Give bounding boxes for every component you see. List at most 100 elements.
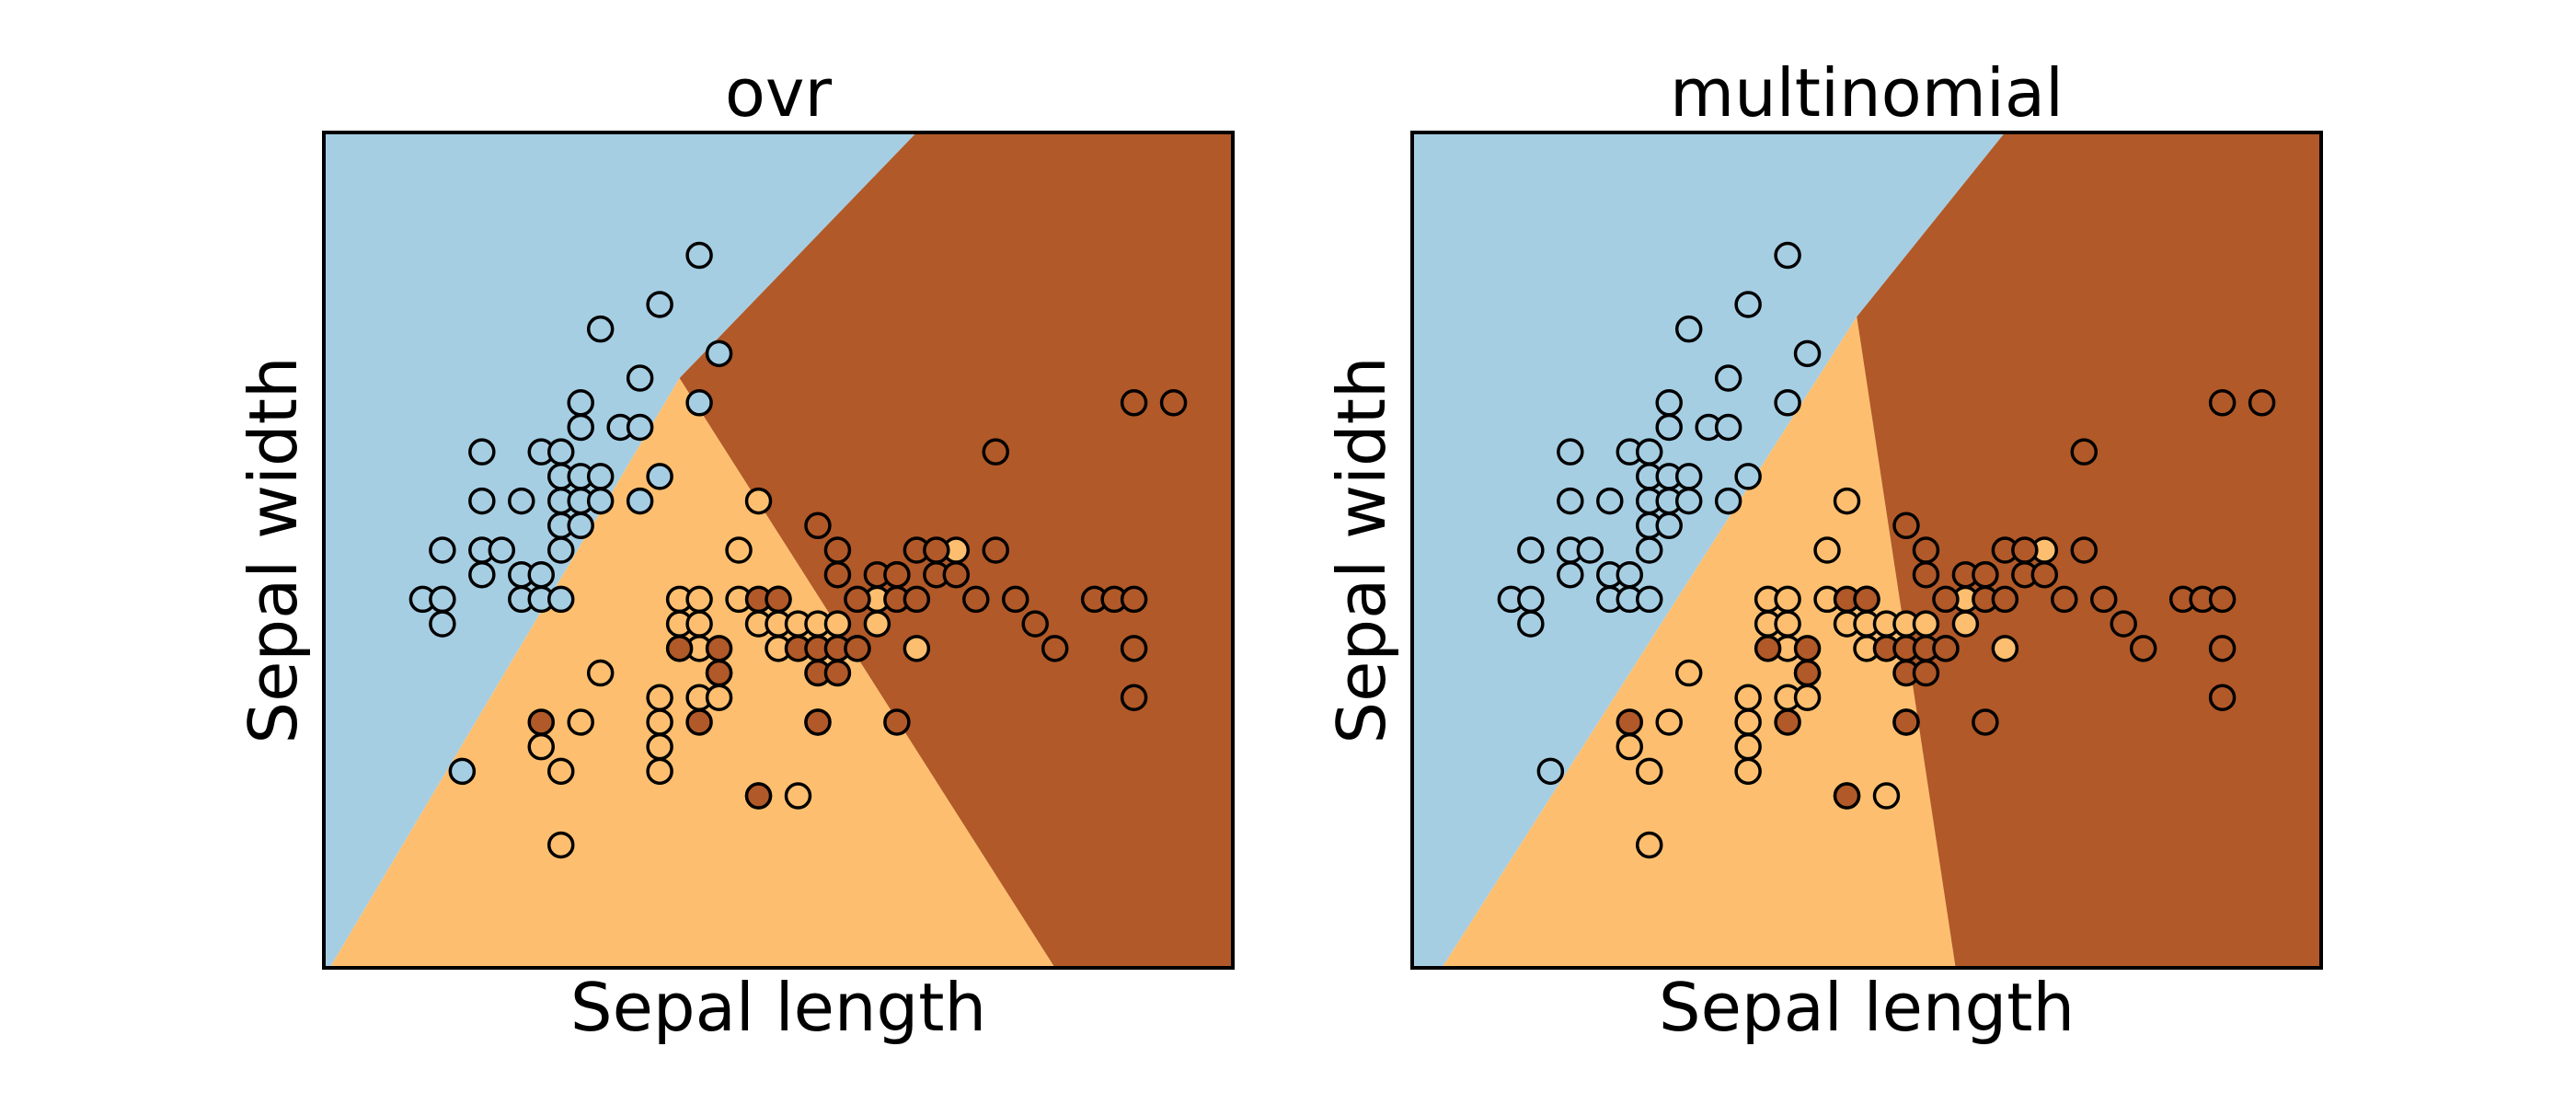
multinomial-data-point	[1734, 708, 1762, 736]
ovr-data-point	[429, 585, 456, 614]
multinomial-data-point	[2129, 635, 2157, 662]
multinomial-data-point	[1674, 315, 1703, 343]
multinomial-data-point	[1635, 831, 1663, 859]
ovr-decision-regions	[324, 132, 1233, 968]
multinomial-data-point	[1655, 389, 1683, 417]
multinomial-data-point	[1517, 610, 1545, 638]
multinomial-data-point	[1912, 610, 1940, 638]
ovr-data-point	[685, 708, 713, 736]
multinomial-y-axis-label: Sepal width	[1323, 356, 1400, 743]
ovr-data-point	[705, 339, 733, 368]
multinomial-data-point	[1833, 782, 1861, 810]
ovr-data-point	[1120, 585, 1148, 614]
multinomial-data-point	[1872, 782, 1901, 810]
multinomial-data-point	[1892, 708, 1920, 736]
ovr-data-point	[626, 487, 654, 515]
multinomial-data-point	[1774, 610, 1801, 638]
multinomial-title: multinomial	[1670, 54, 2064, 132]
ovr-region-class-1	[329, 378, 1055, 968]
ovr-data-point	[546, 438, 575, 466]
multinomial-data-point	[1991, 635, 2019, 662]
ovr-data-point	[527, 732, 556, 761]
ovr-data-point	[823, 560, 852, 589]
multinomial-data-point	[1813, 536, 1841, 564]
multinomial-data-point	[1951, 610, 1980, 638]
ovr-data-point	[982, 536, 1010, 564]
multinomial-data-point	[1655, 708, 1683, 736]
ovr-points	[408, 241, 1188, 859]
ovr-data-point	[923, 536, 950, 564]
ovr-data-point	[883, 560, 911, 589]
multinomial-data-point	[2208, 684, 2237, 711]
ovr-data-point	[646, 463, 673, 490]
multinomial-data-point	[2208, 585, 2237, 614]
multinomial-data-point	[1991, 585, 2019, 614]
ovr-data-point	[1120, 635, 1148, 662]
multinomial-data-point	[1734, 684, 1762, 711]
ovr-data-point	[646, 684, 673, 711]
multinomial-data-point	[1774, 708, 1801, 736]
multinomial-data-point	[1793, 635, 1822, 662]
multinomial-data-point	[1616, 560, 1644, 589]
multinomial-data-point	[2110, 610, 2137, 638]
multinomial-data-point	[1674, 487, 1703, 515]
multinomial-data-point	[1714, 413, 1742, 442]
ovr-data-point	[823, 610, 852, 638]
multinomial-data-point	[1734, 732, 1762, 761]
multinomial-data-point	[1734, 291, 1762, 318]
ovr-data-point	[685, 241, 713, 270]
multinomial-data-point	[1635, 536, 1663, 564]
ovr-data-point	[527, 560, 556, 589]
multinomial-data-point	[1793, 659, 1822, 687]
multinomial-data-point	[1853, 585, 1880, 614]
ovr-data-point	[784, 782, 812, 810]
ovr-data-point	[705, 684, 733, 711]
ovr-data-point	[488, 536, 516, 564]
multinomial-data-point	[1972, 708, 1999, 736]
ovr-data-point	[546, 585, 575, 614]
multinomial-data-point	[1754, 635, 1782, 662]
ovr-region-class-0	[324, 132, 917, 968]
multinomial-data-point	[1635, 757, 1663, 786]
multinomial-data-point	[1517, 536, 1545, 564]
multinomial-data-point	[2070, 536, 2099, 564]
multinomial-data-point	[1774, 389, 1801, 417]
multinomial-data-point	[1674, 463, 1703, 490]
ovr-data-point	[705, 659, 733, 687]
ovr-data-point	[685, 610, 713, 638]
multinomial-points	[1497, 241, 2276, 859]
multinomial-data-point	[2030, 560, 2059, 589]
ovr-data-point	[804, 512, 832, 540]
ovr-data-point	[685, 389, 713, 417]
ovr-x-axis-label: Sepal length	[570, 969, 986, 1046]
ovr-data-point	[586, 487, 615, 515]
ovr-data-point	[626, 413, 654, 442]
ovr-data-point	[665, 635, 694, 662]
multinomial-data-point	[1557, 487, 1584, 515]
ovr-data-point	[448, 757, 477, 786]
ovr-data-point	[903, 635, 931, 662]
multinomial-data-point	[1576, 536, 1604, 564]
multinomial-region-class-1	[1442, 316, 1956, 968]
ovr-data-point	[725, 536, 753, 564]
ovr-axes-frame	[322, 131, 1235, 970]
multinomial-data-point	[1655, 413, 1683, 442]
ovr-data-point	[586, 463, 615, 490]
ovr-data-point	[1001, 585, 1029, 614]
multinomial-data-point	[1972, 560, 1999, 589]
multinomial-data-point	[1734, 463, 1762, 490]
ovr-data-point	[646, 732, 673, 761]
multinomial-data-point	[1635, 438, 1663, 466]
ovr-y-axis-label: Sepal width	[235, 356, 312, 743]
multinomial-data-point	[2051, 585, 2078, 614]
ovr-data-point	[1120, 684, 1148, 711]
ovr-data-point	[823, 536, 852, 564]
multinomial-data-point	[1932, 585, 1960, 614]
multinomial-data-point	[2089, 585, 2118, 614]
ovr-panel: ovr Sepal length Sepal width	[235, 54, 1235, 1046]
ovr-data-point	[844, 585, 871, 614]
ovr-data-point	[1120, 389, 1148, 417]
multinomial-data-point	[1596, 487, 1624, 515]
ovr-data-point	[646, 708, 673, 736]
